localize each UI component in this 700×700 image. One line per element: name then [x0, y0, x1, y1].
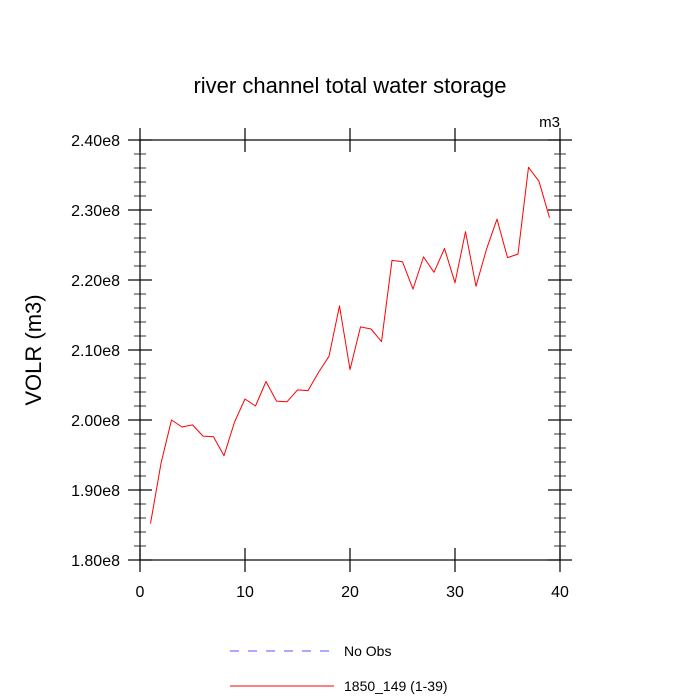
x-tick-label: 40 [551, 584, 569, 601]
x-tick-label: 30 [446, 584, 464, 601]
y-tick-label: 2.00e8 [71, 413, 120, 430]
y-tick-label: 1.90e8 [71, 483, 120, 500]
y-tick-label: 2.40e8 [71, 133, 120, 150]
ticks-layer [128, 128, 572, 572]
chart-title: river channel total water storage [193, 73, 506, 98]
tick-labels-layer: 0 10 20 30 40 1.80e8 1.90e8 2.00e8 2.10e8 2.20e8 2… [71, 133, 569, 601]
y-axis-label: VOLR (m3) [21, 294, 46, 405]
y-tick-label: 2.30e8 [71, 203, 120, 220]
y-tick-label: 1.80e8 [71, 553, 120, 570]
units-label: m3 [539, 114, 560, 131]
series-layer [150, 166, 550, 524]
x-tick-label: 0 [136, 584, 145, 601]
legend-label: 1850_149 (1-39) [344, 678, 448, 694]
legend: No Obs 1850_149 (1-39) [230, 643, 448, 694]
x-tick-label: 20 [341, 584, 359, 601]
plot-frame [139, 139, 561, 561]
legend-label: No Obs [344, 643, 391, 659]
y-tick-label: 2.10e8 [71, 343, 120, 360]
series-line [150, 166, 550, 524]
y-tick-label: 2.20e8 [71, 273, 120, 290]
x-tick-label: 10 [236, 584, 254, 601]
